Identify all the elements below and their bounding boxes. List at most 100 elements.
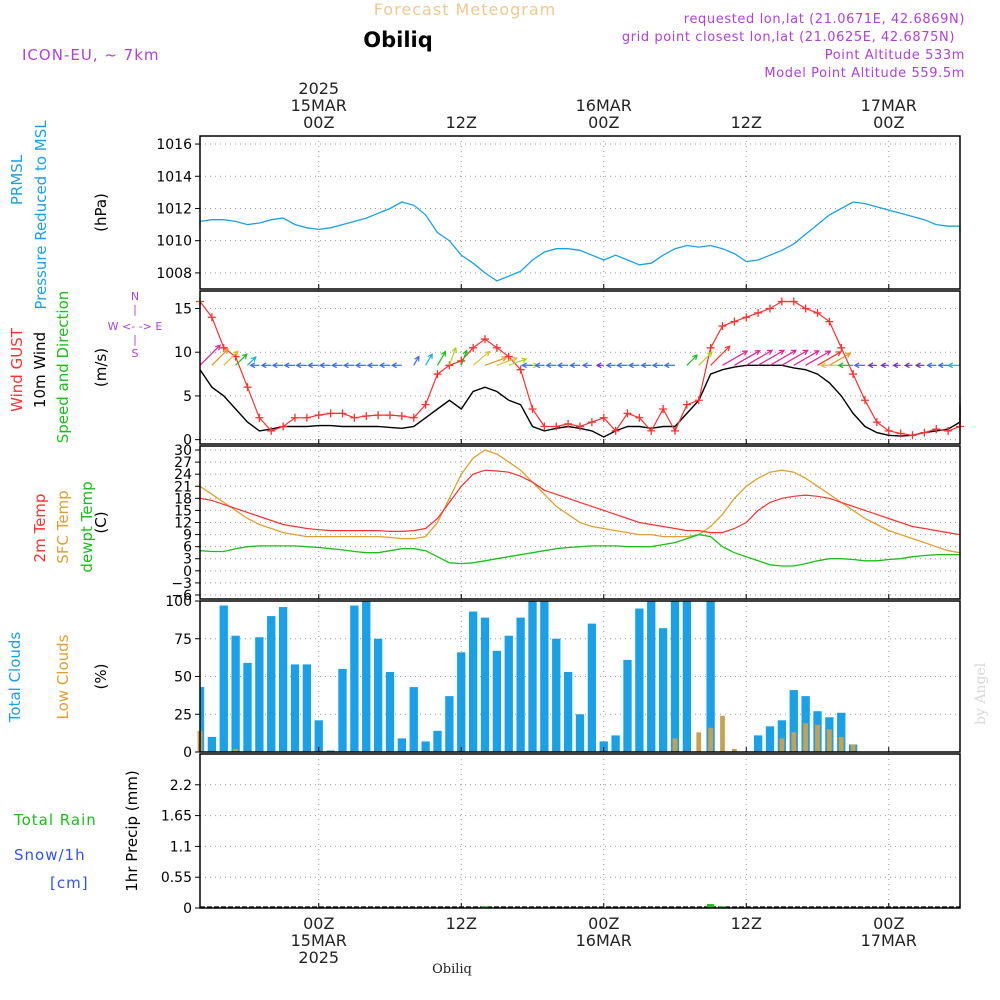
y-tick-label: 1008 — [156, 266, 192, 282]
wind-arrow-head — [724, 345, 731, 352]
total-cloud-bar — [255, 637, 264, 752]
panel-frame — [199, 135, 961, 290]
y-tick-label: 27 — [174, 455, 192, 471]
wind-arrow — [484, 356, 507, 366]
wind-arrow-head — [511, 356, 519, 363]
panel-frame — [199, 290, 961, 445]
wind-arrow — [757, 349, 785, 366]
total-cloud-bar — [385, 671, 395, 752]
top-time-label: 15MAR — [291, 96, 347, 115]
y-tick-label: 1010 — [156, 234, 192, 250]
y-tick-label: −3 — [171, 576, 192, 592]
axis-labels: 1008 1010 1012 1014 1016 (hPa) 0 5 10 15 (m/s) −6−3… — [6, 79, 917, 967]
y-tick-label: 5 — [183, 389, 192, 405]
bottom-time-label: 12Z — [446, 914, 477, 933]
y-tick-label: 0 — [183, 745, 192, 761]
wind-arrow — [223, 350, 239, 366]
total-cloud-bar — [516, 617, 525, 752]
gust-marker — [742, 313, 751, 322]
gust-marker — [207, 313, 216, 322]
wind-arrow-head — [501, 356, 508, 362]
y-tick-label: 9 — [183, 528, 192, 544]
gust-marker — [647, 426, 656, 435]
gust-marker — [682, 400, 691, 409]
forecast-title: Forecast Meteogram — [374, 0, 556, 19]
snow-label: Snow/1h — [14, 846, 86, 864]
low-cloud-bar — [803, 723, 808, 752]
total-cloud-bar — [575, 714, 585, 752]
total-cloud-bar — [623, 659, 632, 752]
gust-marker — [813, 308, 822, 317]
top-time-label: 2025 — [298, 79, 339, 98]
gust-marker — [433, 370, 442, 379]
wind-arrow-head — [581, 362, 588, 369]
y-tick-label: 1014 — [156, 169, 192, 185]
total-cloud-bar — [290, 664, 300, 752]
total-cloud-bar — [765, 726, 775, 752]
location-title: Obiliq — [363, 28, 433, 52]
y-tick-label: 2.2 — [170, 778, 192, 794]
grid-lines — [200, 136, 960, 909]
wind-arrow-head — [640, 362, 647, 369]
total-cloud-bar — [397, 738, 407, 752]
y-tick-label: 1016 — [156, 137, 192, 153]
y-tick-label: 50 — [174, 670, 192, 686]
low-cloud-bar — [708, 727, 713, 752]
wind-arrow — [793, 350, 820, 366]
gust-marker — [920, 428, 929, 437]
wind-arrow — [734, 350, 760, 366]
total-cloud-bar — [409, 687, 418, 752]
y-tick-label: 10 — [174, 345, 192, 361]
model-point-altitude: Model Point Altitude 559.5m — [764, 66, 965, 81]
gust-marker — [362, 412, 371, 421]
wind-arrow — [425, 353, 433, 366]
snow-unit-label: [cm] — [50, 874, 89, 892]
wind-arrow-head — [853, 362, 860, 369]
gust-marker — [291, 413, 299, 422]
gust-marker — [754, 308, 763, 317]
total-cloud-bar — [635, 608, 644, 752]
wind-arrow-head — [521, 362, 527, 369]
low-cloud-bar — [779, 738, 785, 752]
gust-marker — [386, 411, 394, 420]
rain-bar — [707, 904, 715, 908]
panel-unit-label: (C) — [92, 511, 110, 533]
gust-marker — [564, 419, 573, 428]
gust-marker — [872, 418, 881, 427]
total-cloud-bar — [753, 735, 763, 752]
total-cloud-bar — [468, 611, 478, 752]
total-cloud-bar — [777, 720, 787, 752]
total-cloud-bar — [421, 741, 430, 752]
wind-arrow-head — [545, 362, 552, 369]
wind-arrow-head — [819, 362, 826, 369]
total-cloud-bar — [647, 601, 656, 752]
total-cloud-bar — [362, 601, 371, 752]
wind-arrow-head — [307, 362, 313, 369]
total-cloud-bar — [278, 607, 288, 752]
total-cloud-bar — [231, 635, 240, 752]
gust-marker — [884, 426, 893, 435]
gust-marker — [861, 396, 869, 405]
total-cloud-bar — [837, 712, 846, 752]
top-time-label: 12Z — [731, 113, 762, 132]
gust-marker — [825, 317, 834, 326]
wind-arrow-head — [223, 348, 229, 355]
compass-we: W <- -> E — [108, 320, 163, 333]
wind-arrow-head — [366, 362, 373, 369]
wind-arrow — [247, 356, 257, 366]
bottom-time-label: 16MAR — [576, 931, 632, 950]
wind-arrow-head — [241, 353, 248, 360]
wind-arrow-head — [232, 350, 239, 357]
total-cloud-bar — [243, 662, 252, 752]
compass-n: N — [131, 290, 139, 303]
low-cloud-bar — [720, 715, 725, 752]
panel-unit-label: (hPa) — [92, 193, 110, 232]
y-tick-label: 15 — [174, 301, 192, 317]
panel-unit-label: 1hr Precip (mm) — [123, 770, 141, 891]
wind-arrow-head — [867, 362, 874, 369]
temp-2m-label: 2m Temp — [31, 494, 49, 563]
gust-marker — [896, 429, 905, 438]
total-cloud-bar — [267, 616, 276, 752]
total-cloud-bar — [682, 601, 692, 752]
